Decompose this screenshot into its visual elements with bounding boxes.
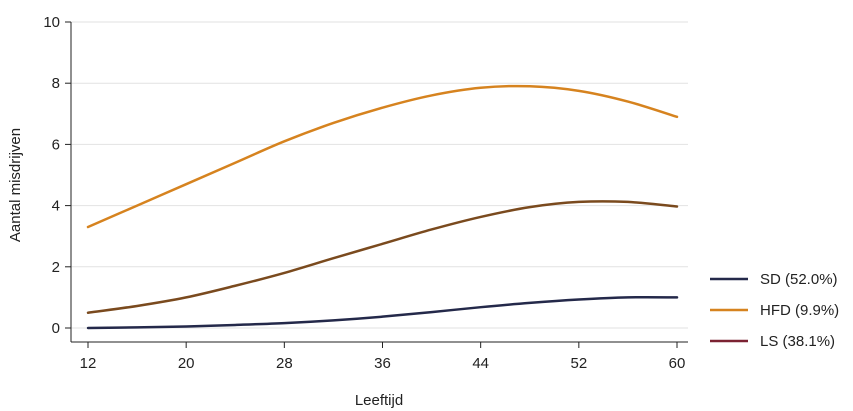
y-tick-label: 4 bbox=[52, 198, 60, 215]
series-lines bbox=[86, 84, 679, 330]
y-tick-label: 8 bbox=[52, 75, 60, 92]
y-tick-label: 2 bbox=[52, 259, 60, 276]
x-tick-label: 28 bbox=[276, 355, 293, 372]
x-tick-label: 36 bbox=[374, 355, 391, 372]
axes bbox=[70, 22, 688, 343]
legend: SD (52.0%) HFD (9.9%) LS (38.1%) bbox=[710, 271, 839, 350]
y-tick-label: 0 bbox=[52, 320, 60, 337]
x-ticks: 12 20 28 36 44 52 60 bbox=[80, 342, 686, 372]
y-tick-label: 6 bbox=[52, 136, 60, 153]
x-tick-label: 60 bbox=[669, 355, 686, 372]
y-axis-title: Aantal misdrijven bbox=[7, 128, 24, 242]
series-line-2 bbox=[86, 200, 679, 314]
x-tick-label: 12 bbox=[80, 355, 97, 372]
legend-label-1: HFD (9.9%) bbox=[760, 302, 839, 319]
x-tick-label: 52 bbox=[570, 355, 587, 372]
y-ticks: 0 2 4 6 8 10 bbox=[43, 14, 71, 337]
x-tick-label: 20 bbox=[178, 355, 195, 372]
series-line-0 bbox=[86, 295, 679, 330]
series-line-1 bbox=[86, 84, 679, 229]
y-tick-label: 10 bbox=[43, 14, 60, 31]
legend-label-0: SD (52.0%) bbox=[760, 271, 838, 288]
legend-label-2: LS (38.1%) bbox=[760, 333, 835, 350]
x-axis-title: Leeftijd bbox=[355, 392, 403, 409]
x-tick-label: 44 bbox=[472, 355, 489, 372]
gridlines bbox=[71, 21, 688, 329]
